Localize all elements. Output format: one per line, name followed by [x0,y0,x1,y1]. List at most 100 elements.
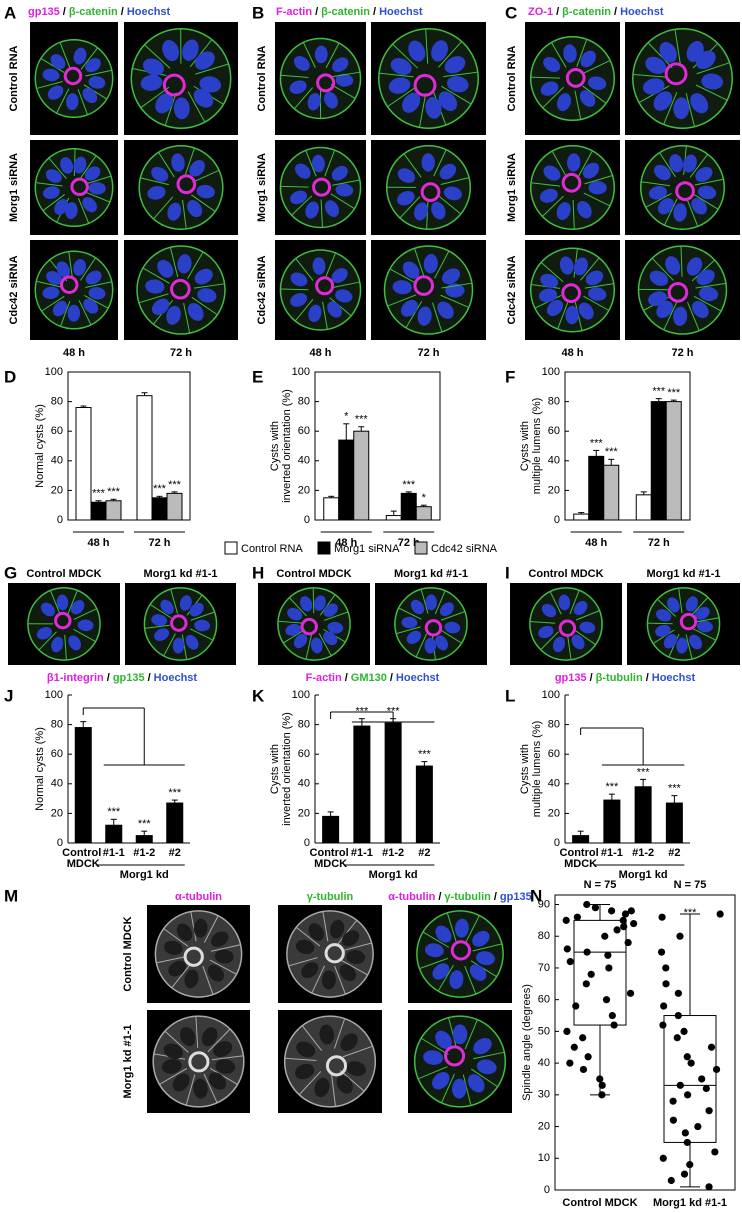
x-tick-label: Morg1 kd #1-1 [653,1197,727,1209]
y-tick-label: 80 [298,396,310,408]
row-label: Morg1 kd #1-1 [122,1025,134,1099]
point [563,1028,570,1035]
y-tick-label: 20 [298,807,310,819]
y-tick-label: 0 [304,514,310,526]
significance: *** [168,787,182,799]
separator: / [646,672,649,684]
point [566,1060,573,1067]
row-label: Control MDCK [122,916,134,991]
n-label: N = 75 [584,879,617,891]
separator: / [107,672,110,684]
point [684,1139,691,1146]
column-label: 48 h [63,347,85,359]
panel-letter: H [252,563,264,582]
significance: *** [355,414,369,426]
row-label: Control RNA [256,45,268,111]
panel-letter: M [4,886,18,905]
point [564,945,571,952]
y-axis-label: multiple lumens (%) [531,398,543,495]
bar [106,501,121,520]
stain-name: γ-tubulin [307,891,354,903]
y-tick-label: 20 [548,807,560,819]
y-tick-label: 40 [538,1057,550,1069]
bar [75,728,91,843]
point [662,964,669,971]
y-axis-label: Normal cysts (%) [34,727,46,811]
bar [354,431,369,520]
y-tick-label: 100 [45,366,63,378]
row-label: Cdc42 siRNA [8,255,20,324]
stain-label: α-tubulin/γ-tubulin/gp135 [388,891,531,903]
point [622,910,629,917]
column-label: Control MDCK [276,568,351,580]
point [604,952,611,959]
separator: / [438,891,441,903]
separator: / [315,6,318,18]
stain-label: γ-tubulin [307,891,354,903]
separator: / [590,672,593,684]
y-tick-label: 0 [57,514,63,526]
stain-name: β1-integrin [47,672,104,684]
bar [666,803,682,843]
panel-letter: I [505,563,510,582]
row-label: Control RNA [506,45,518,111]
y-tick-label: 90 [538,898,550,910]
x-tick-label: #1-1 [103,847,125,859]
point [627,990,634,997]
x-tick-label: Control MDCK [62,847,104,870]
bar [604,465,619,520]
bar [152,498,167,520]
y-tick-label: 20 [538,1120,550,1132]
bar [573,836,589,843]
stain-name: Hoechst [379,6,423,18]
separator: / [556,6,559,18]
point [583,901,590,908]
point [659,1021,666,1028]
point [668,1177,675,1184]
stain-name: α-tubulin [175,891,222,903]
x-tick-label: Control MDCK [560,847,602,870]
point [676,933,683,940]
bar [574,514,589,520]
stain-name: β-catenin [69,6,118,18]
point [670,1117,677,1124]
significance: *** [605,446,619,458]
stain-name: β-tubulin [596,672,643,684]
bar [416,507,431,520]
significance: *** [92,488,106,500]
point [588,971,595,978]
y-tick-label: 10 [538,1152,550,1164]
row-label: Morg1 siRNA [256,153,268,222]
point [613,926,620,933]
point [662,980,669,987]
bar [76,408,91,520]
point [585,1053,592,1060]
panel-letter: A [4,3,16,22]
significance: *** [153,483,167,495]
panel-letter: K [252,686,265,705]
point [686,1161,693,1168]
significance: *** [107,806,121,818]
y-tick-label: 60 [298,425,310,437]
stain-name: β-catenin [562,6,611,18]
separator: / [494,891,497,903]
point [605,964,612,971]
label-line: MDCK [314,858,347,870]
x-tick-label: #1-2 [133,847,155,859]
y-tick-label: 40 [51,455,63,467]
column-label: 48 h [309,347,331,359]
y-tick-label: 100 [292,366,310,378]
point [681,1171,688,1178]
point [698,1075,705,1082]
stain-name: F-actin [276,6,312,18]
y-tick-label: 60 [538,994,550,1006]
bar [354,726,370,843]
x-tick-label: 72 h [648,537,670,549]
significance: *** [107,486,121,498]
column-label: 72 h [417,347,439,359]
significance: *** [590,437,604,449]
column-label: 72 h [170,347,192,359]
stain-label: β1-integrin/gp135/Hoechst [47,672,197,684]
bar [167,803,183,843]
